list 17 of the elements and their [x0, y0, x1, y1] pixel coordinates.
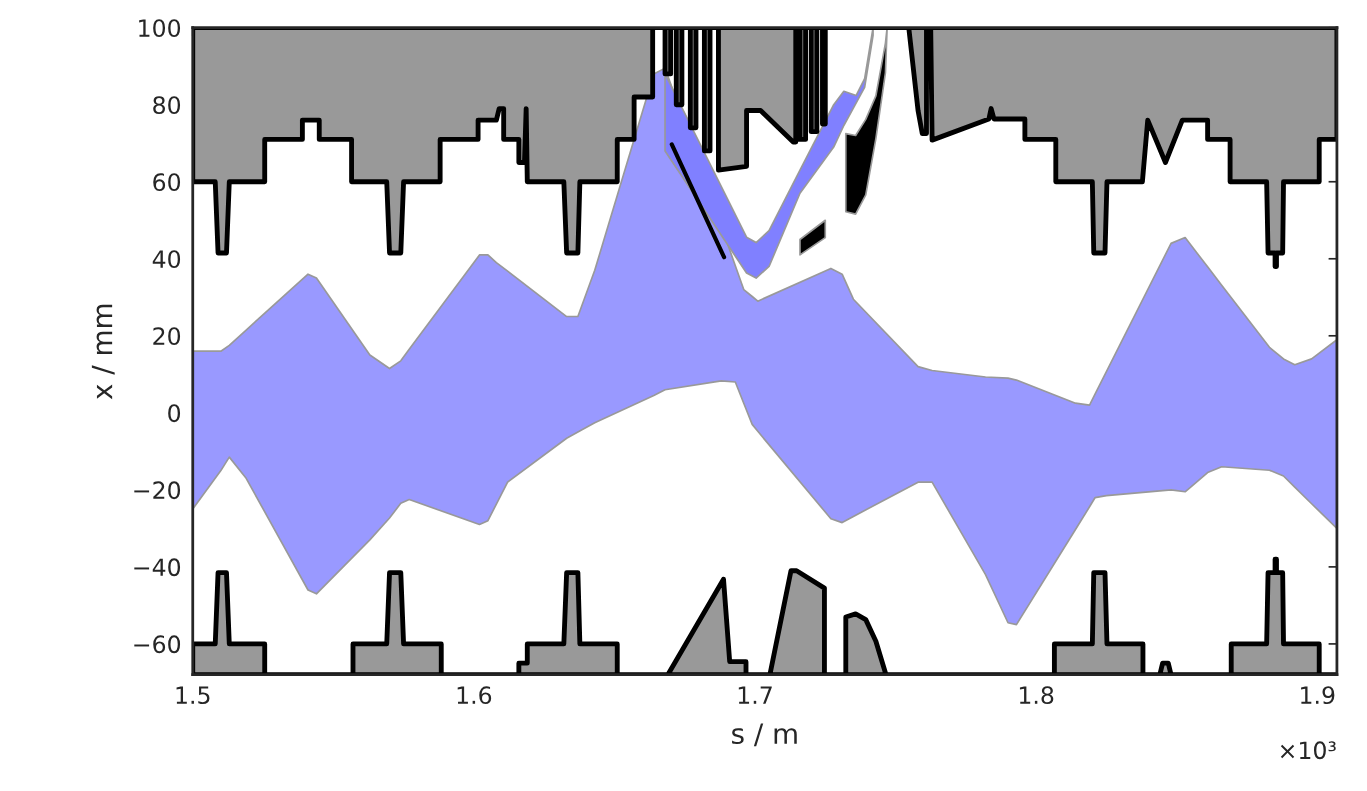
x-tick-label: 1.5	[176, 686, 210, 705]
y-tick-label: −20	[134, 481, 181, 500]
x-tick-label: 1.7	[738, 686, 772, 704]
y-tick-label: 80	[153, 96, 181, 115]
x-axis-title: s / m	[732, 723, 797, 747]
y-tick-label: −60	[134, 635, 181, 654]
y-tick-label: 60	[153, 173, 181, 192]
x-tick-label: 1.9	[1301, 686, 1335, 705]
y-tick-label: 100	[139, 19, 181, 37]
y-tick-label: 20	[153, 327, 181, 346]
x-tick-label: 1.8	[1019, 686, 1054, 705]
y-axis-title: x / mm	[91, 304, 115, 400]
y-tick-label: −40	[134, 558, 181, 577]
y-tick-label: 40	[152, 250, 181, 269]
text: ×10³	[1280, 741, 1336, 760]
x-tick-label: 1.6	[457, 686, 492, 705]
y-tick-label: 0	[168, 404, 181, 423]
